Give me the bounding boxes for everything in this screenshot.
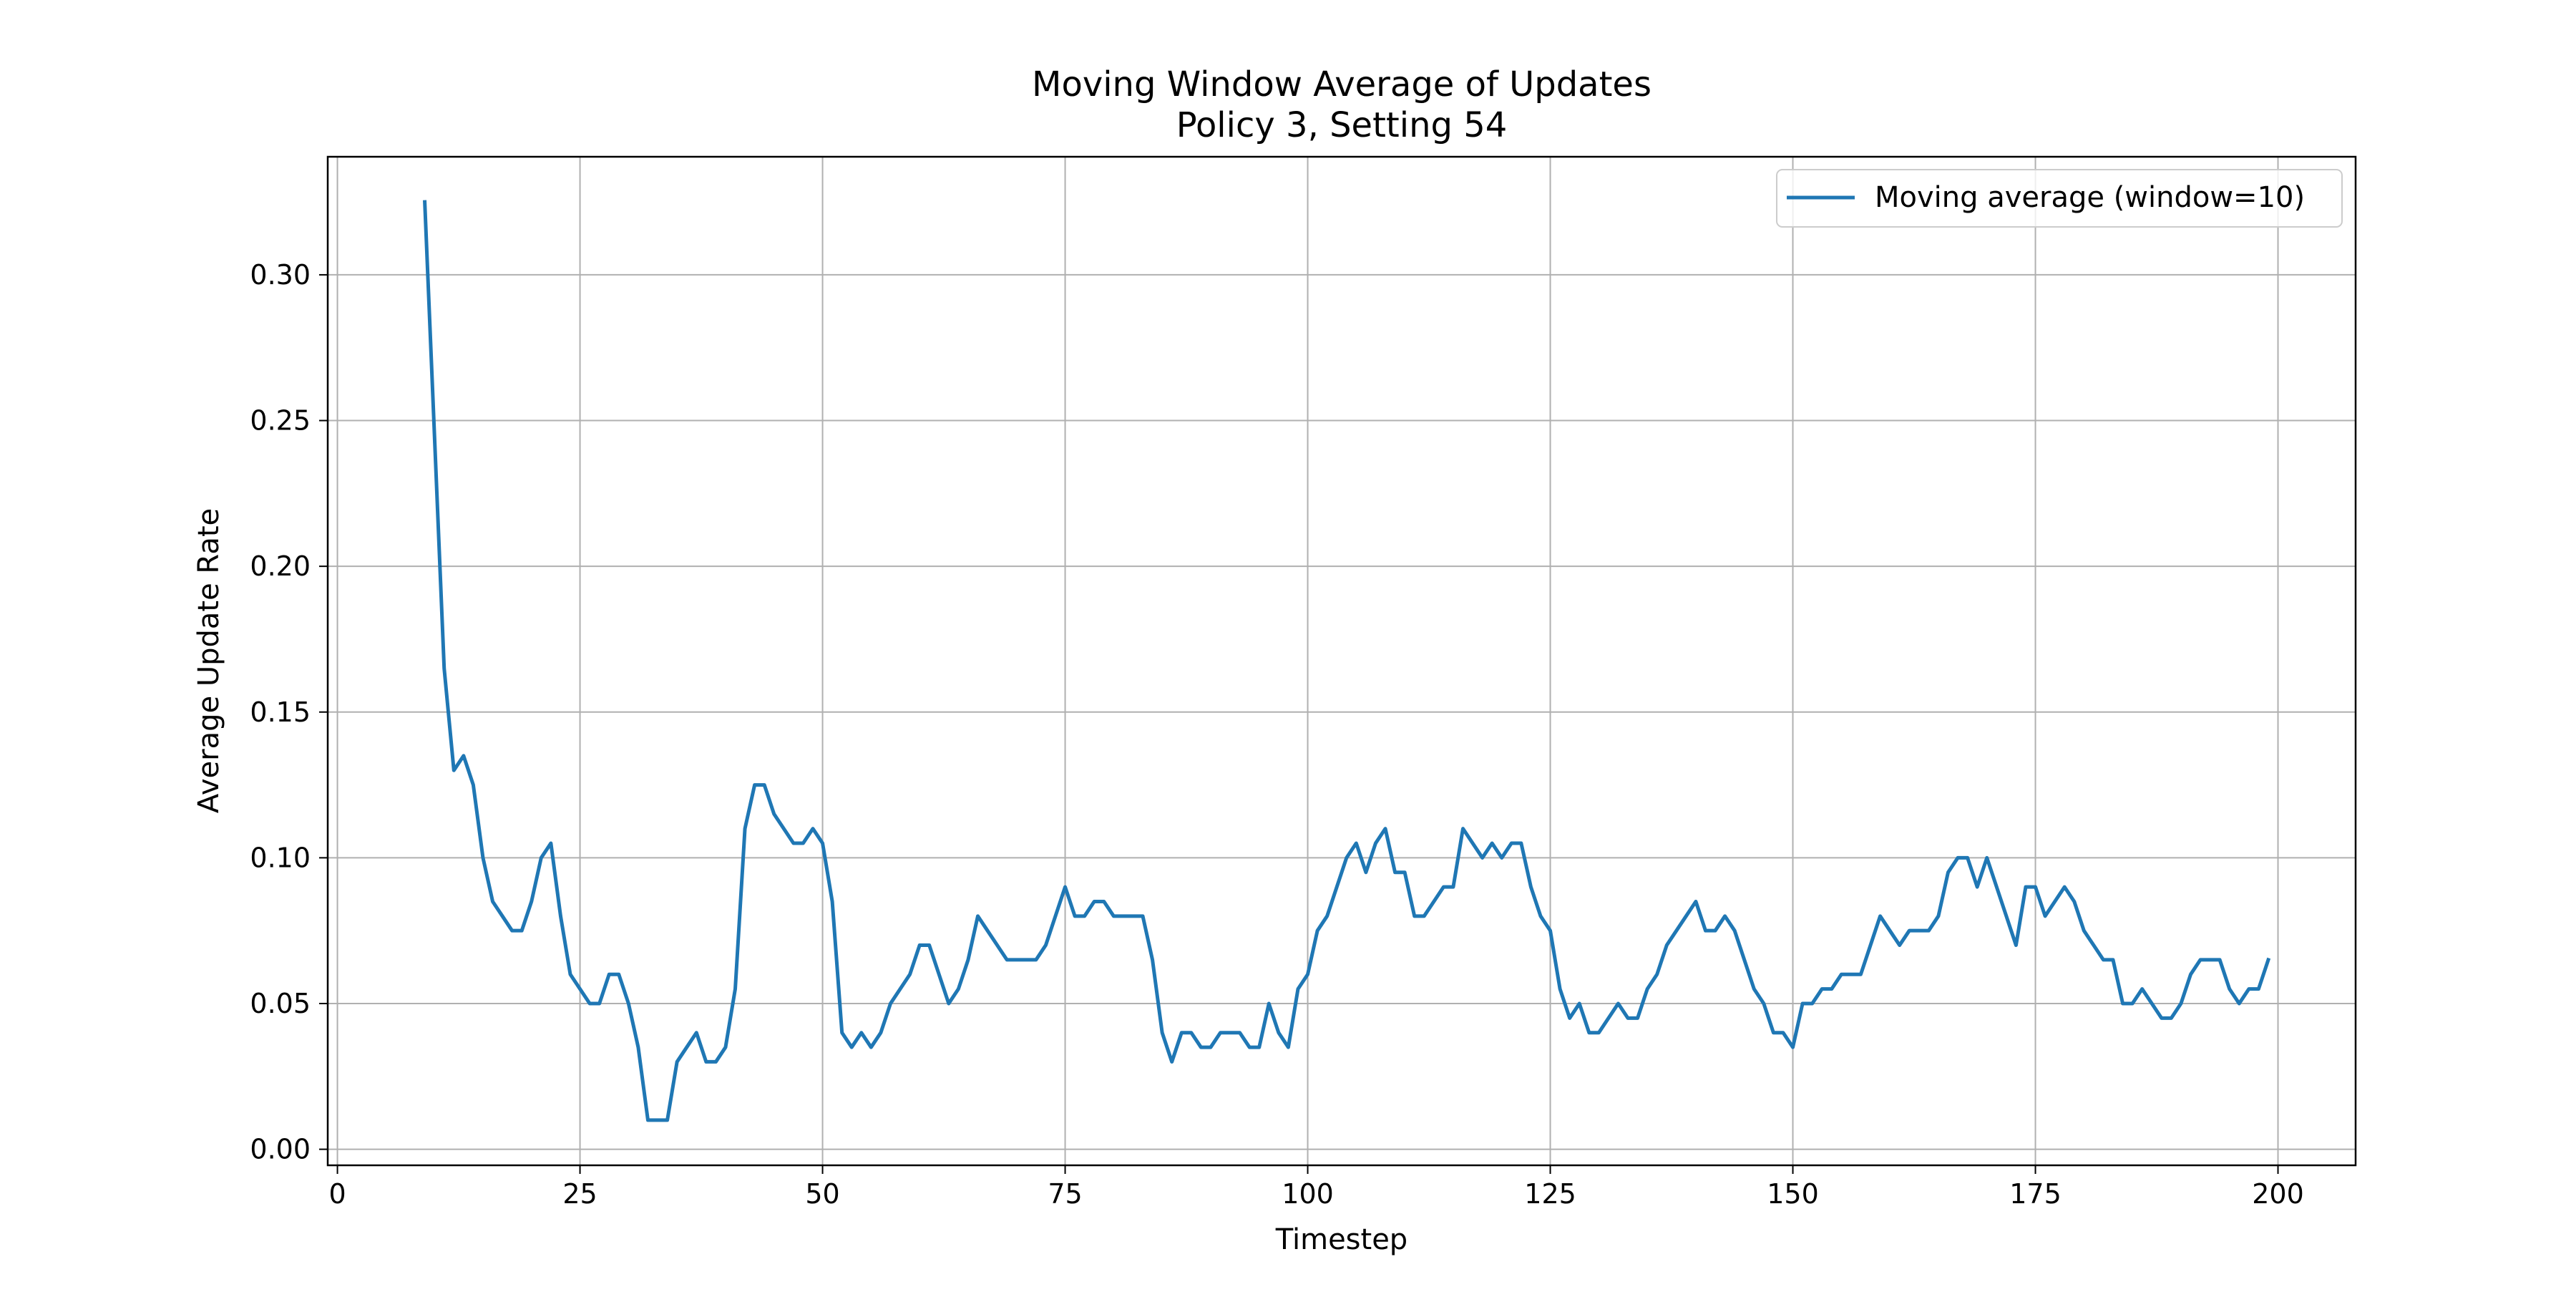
x-tick-label: 175 <box>2009 1178 2062 1210</box>
x-tick-label: 75 <box>1048 1178 1082 1210</box>
y-tick-label: 0.00 <box>250 1134 311 1165</box>
x-axis-label: Timestep <box>1275 1223 1407 1256</box>
x-tick-label: 200 <box>2252 1178 2304 1210</box>
x-tick-label: 0 <box>328 1178 346 1210</box>
x-tick-label: 125 <box>1524 1178 1576 1210</box>
plot-frame <box>326 155 2357 1167</box>
grid-layer <box>328 157 2356 1165</box>
legend-box <box>1776 169 2343 228</box>
y-tick-label: 0.30 <box>250 259 311 291</box>
x-tick-label: 25 <box>562 1178 597 1210</box>
chart-title: Moving Window Average of Updates <box>1032 64 1652 105</box>
y-tick-label: 0.15 <box>250 696 311 728</box>
legend-label: Moving average (window=10) <box>1875 181 2305 214</box>
x-tick-label: 150 <box>1767 1178 1819 1210</box>
legend: Moving average (window=10) <box>1776 169 2343 228</box>
chart-subtitle: Policy 3, Setting 54 <box>1176 105 1508 145</box>
series-line-moving-average <box>422 200 2271 1122</box>
y-tick-label: 0.05 <box>250 988 311 1019</box>
x-tick-label: 50 <box>805 1178 839 1210</box>
y-tick-label: 0.20 <box>250 550 311 582</box>
tick-layer: 0 25 50 75 100 125 150 175 200 0.00 0.05 0.10 0.15 0.… <box>250 259 2303 1210</box>
series-layer <box>422 200 2271 1122</box>
y-axis-label: Average Update Rate <box>192 508 225 813</box>
x-tick-label: 100 <box>1282 1178 1334 1210</box>
y-tick-label: 0.25 <box>250 405 311 437</box>
y-tick-label: 0.10 <box>250 842 311 873</box>
